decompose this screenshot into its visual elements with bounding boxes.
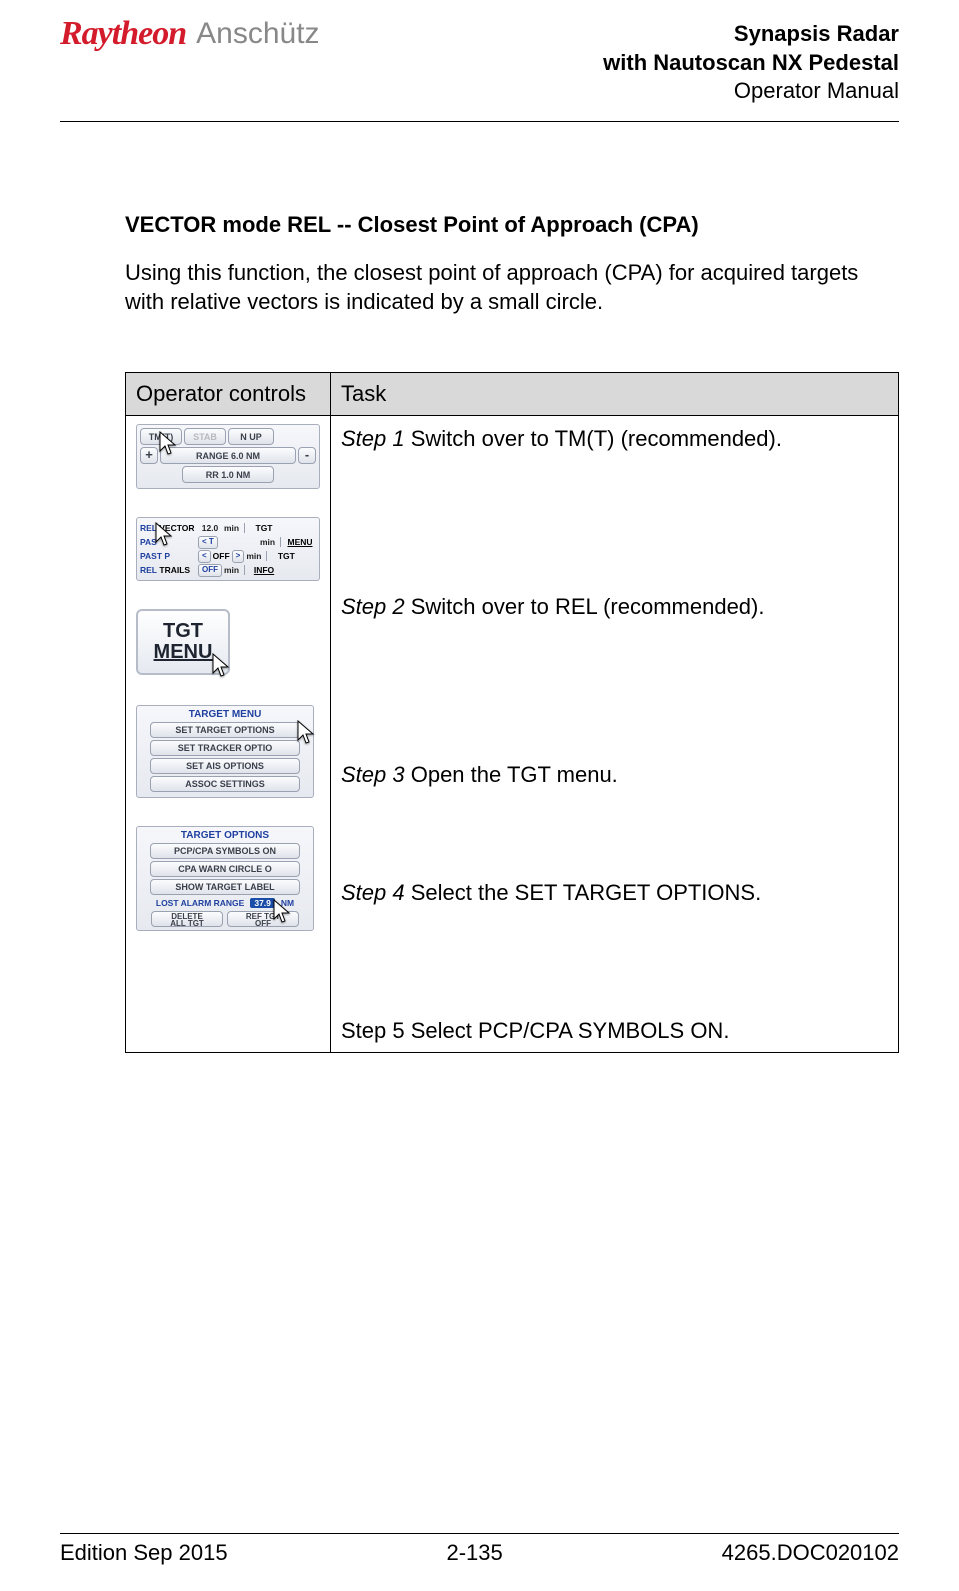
tgt-menu-side[interactable]: TGT [244, 523, 280, 533]
trails-unit: min [224, 565, 242, 575]
pastp-unit: min [246, 551, 264, 561]
tgt-menu-side2[interactable]: MENU [280, 537, 316, 547]
step-3-num: Step 3 [341, 762, 405, 787]
pcp-cpa-symbols-button[interactable]: PCP/CPA SYMBOLS ON [150, 843, 300, 859]
logo-block: Raytheon Anschütz [60, 15, 320, 53]
step-3-text: Open the TGT menu. [405, 762, 618, 787]
nup-button[interactable]: N UP [228, 428, 274, 445]
target-menu-title: TARGET MENU [140, 709, 310, 720]
controls-cell: TM(T) STAB N UP + RANGE 6.0 NM - RR 1.0 … [126, 416, 331, 1053]
pastp-next[interactable]: > [232, 550, 245, 563]
panel-vector-settings: REL VECTOR 12.0 min TGT PAS < T min MENU [136, 517, 320, 581]
lost-alarm-range-label: LOST ALARM RANGE [156, 898, 244, 908]
page-footer: Edition Sep 2015 2-135 4265.DOC020102 [60, 1533, 899, 1566]
header-line1: Synapsis Radar [603, 20, 899, 49]
step-2-num: Step 2 [341, 594, 405, 619]
pastp-label: PAST P [140, 551, 196, 561]
tgt-text: TGT [163, 620, 203, 642]
rr-button[interactable]: RR 1.0 NM [182, 466, 274, 483]
tgt-info-side[interactable]: TGT [266, 551, 302, 561]
table-header-task: Task [331, 373, 899, 416]
step-4: Step 4 Select the SET TARGET OPTIONS. [341, 880, 888, 906]
menu-text: MENU [154, 641, 213, 663]
stab-button[interactable]: STAB [184, 428, 226, 445]
step-5: Step 5 Select PCP/CPA SYMBOLS ON. [341, 1018, 888, 1044]
header-line2: with Nautoscan NX Pedestal [603, 49, 899, 78]
footer-docid: 4265.DOC020102 [722, 1540, 899, 1566]
delete-all-tgt-button[interactable]: DELETE ALL TGT [151, 911, 223, 927]
pas-unit: min [260, 537, 278, 547]
logo-raytheon: Raytheon [60, 15, 186, 53]
task-cell: Step 1 Switch over to TM(T) (recommended… [331, 416, 899, 1053]
step-1-num: Step 1 [341, 426, 405, 451]
step-3: Step 3 Open the TGT menu. [341, 762, 888, 788]
table-header-controls: Operator controls [126, 373, 331, 416]
intro-paragraph: Using this function, the closest point o… [125, 258, 899, 317]
panel-tm-range: TM(T) STAB N UP + RANGE 6.0 NM - RR 1.0 … [136, 424, 320, 489]
set-target-options-button[interactable]: SET TARGET OPTIONS [150, 722, 300, 738]
range-label: RANGE 6.0 NM [160, 447, 296, 464]
pastp-off: OFF [213, 551, 230, 561]
zoom-out-button[interactable]: - [298, 447, 316, 464]
header-line3: Operator Manual [603, 77, 899, 106]
cursor-icon [271, 899, 291, 925]
section-title: VECTOR mode REL -- Closest Point of Appr… [125, 212, 899, 238]
page-header: Raytheon Anschütz Synapsis Radar with Na… [60, 20, 899, 122]
step-5-num: Step 5 [341, 1018, 405, 1043]
step-4-num: Step 4 [341, 880, 405, 905]
logo-anschutz: Anschütz [196, 17, 319, 51]
trails-off[interactable]: OFF [198, 564, 222, 577]
pastp-prev[interactable]: < [198, 550, 211, 563]
set-ais-options-button[interactable]: SET AIS OPTIONS [150, 758, 300, 774]
tm-button[interactable]: TM(T) [140, 428, 182, 445]
tgt-menu-button[interactable]: TGT MENU [136, 609, 230, 675]
step-1-text: Switch over to TM(T) (recommended). [405, 426, 782, 451]
vector-value: 12.0 [198, 523, 222, 533]
set-tracker-options-button[interactable]: SET TRACKER OPTIO [150, 740, 300, 756]
show-target-label-button[interactable]: SHOW TARGET LABEL [150, 879, 300, 895]
step-2: Step 2 Switch over to REL (recommended). [341, 594, 888, 620]
zoom-in-button[interactable]: + [140, 447, 158, 464]
footer-edition: Edition Sep 2015 [60, 1540, 228, 1566]
vector-unit: min [224, 523, 242, 533]
step-2-text: Switch over to REL (recommended). [405, 594, 765, 619]
step-4-text: Select the SET TARGET OPTIONS. [405, 880, 762, 905]
cpa-warn-circle-button[interactable]: CPA WARN CIRCLE O [150, 861, 300, 877]
target-options-title: TARGET OPTIONS [140, 830, 310, 841]
tgt-info-side2[interactable]: INFO [244, 565, 280, 575]
footer-page: 2-135 [446, 1540, 502, 1566]
assoc-settings-button[interactable]: ASSOC SETTINGS [150, 776, 300, 792]
panel-target-options: TARGET OPTIONS PCP/CPA SYMBOLS ON CPA WA… [136, 826, 314, 931]
step-5-text: Select PCP/CPA SYMBOLS ON. [411, 1018, 730, 1043]
panel-target-menu: TARGET MENU SET TARGET OPTIONS SET TRACK… [136, 705, 314, 798]
cursor-icon [295, 720, 315, 746]
cursor-icon [153, 522, 173, 548]
header-title-block: Synapsis Radar with Nautoscan NX Pedesta… [603, 20, 899, 106]
trails-label: TRAILS [159, 565, 190, 575]
step-1: Step 1 Switch over to TM(T) (recommended… [341, 426, 888, 452]
cursor-icon [210, 653, 230, 679]
procedure-table: Operator controls Task TM(T) STAB N UP + [125, 372, 899, 1053]
pas-chip[interactable]: < T [198, 536, 218, 549]
rel-label2: REL [140, 565, 157, 575]
